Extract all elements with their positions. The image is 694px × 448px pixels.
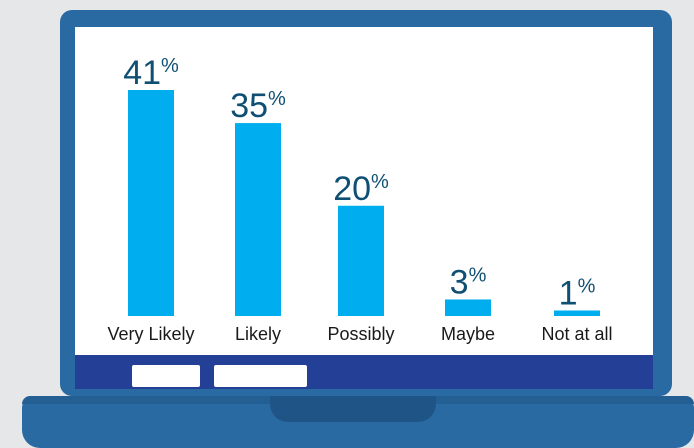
bar-possibly <box>338 206 384 316</box>
bar-maybe <box>445 299 491 316</box>
category-label: Very Likely <box>107 324 194 344</box>
category-label: Likely <box>235 324 281 344</box>
value-label: 3% <box>450 263 487 301</box>
category-label: Possibly <box>327 324 394 344</box>
value-label: 35% <box>230 87 286 125</box>
category-label: Maybe <box>441 324 495 344</box>
value-label: 1% <box>559 274 596 312</box>
category-label: Not at all <box>541 324 612 344</box>
value-label: 41% <box>123 54 179 92</box>
bar-very-likely <box>128 90 174 316</box>
value-label: 20% <box>333 170 389 208</box>
bar-likely <box>235 123 281 316</box>
